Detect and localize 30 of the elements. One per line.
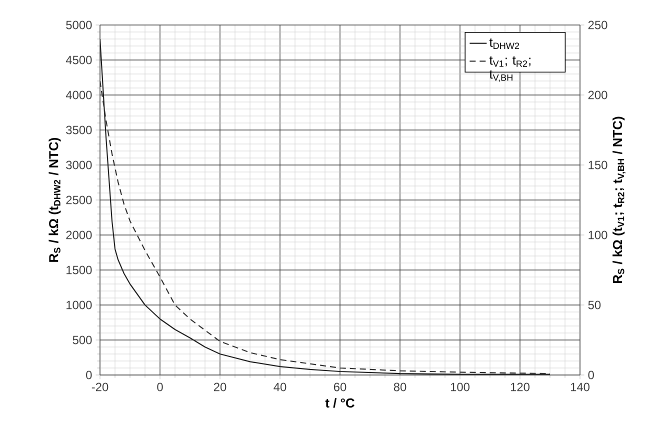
y-tick-label: 3000 [66,160,92,170]
y-axis-title: R$_{S}$ / kΩ (t$_{DHW2}$ / NTC) [48,138,61,262]
y-tick-label: 0 [86,370,92,380]
text: R$_{S}$ / kΩ (t$_{V1}$; t$_{R2}$; t$_{V,BH}$ / NTC) [612,116,626,283]
x-tick-label: 0 [157,382,163,392]
y2-tick-label: 100 [588,230,608,240]
x-tick-label: 140 [570,382,590,392]
y-tick-label: 4500 [66,56,92,64]
y-tick-label: 4000 [66,90,92,100]
y-tick-label: 1000 [66,300,92,310]
x-tick-label: 60 [334,382,346,392]
x-tick-label: 80 [394,382,406,392]
x-axis-title: t / °C [325,398,354,408]
y-tick-label: 500 [72,336,92,344]
x-tick-label: 100 [450,382,470,392]
y-tick-label: 2500 [66,196,92,204]
x-tick-label: 40 [274,382,286,392]
y-tick-label: 3500 [66,126,92,134]
y-tick-label: 5000 [66,20,92,30]
y-tick-label: 1500 [66,266,92,274]
x-tick-label: -20 [92,382,108,392]
legend-label: t$_{DHW2}$ [489,38,520,49]
y2-tick-label: 50 [588,300,601,310]
y2-tick-label: 250 [588,20,608,30]
y-tick-label: 2000 [66,230,92,240]
y2-tick-label: 150 [588,160,608,170]
y2-tick-label: 200 [588,90,608,100]
x-tick-label: 120 [510,382,530,392]
y2-tick-label: 0 [588,370,594,380]
x-tick-label: 20 [214,382,226,392]
